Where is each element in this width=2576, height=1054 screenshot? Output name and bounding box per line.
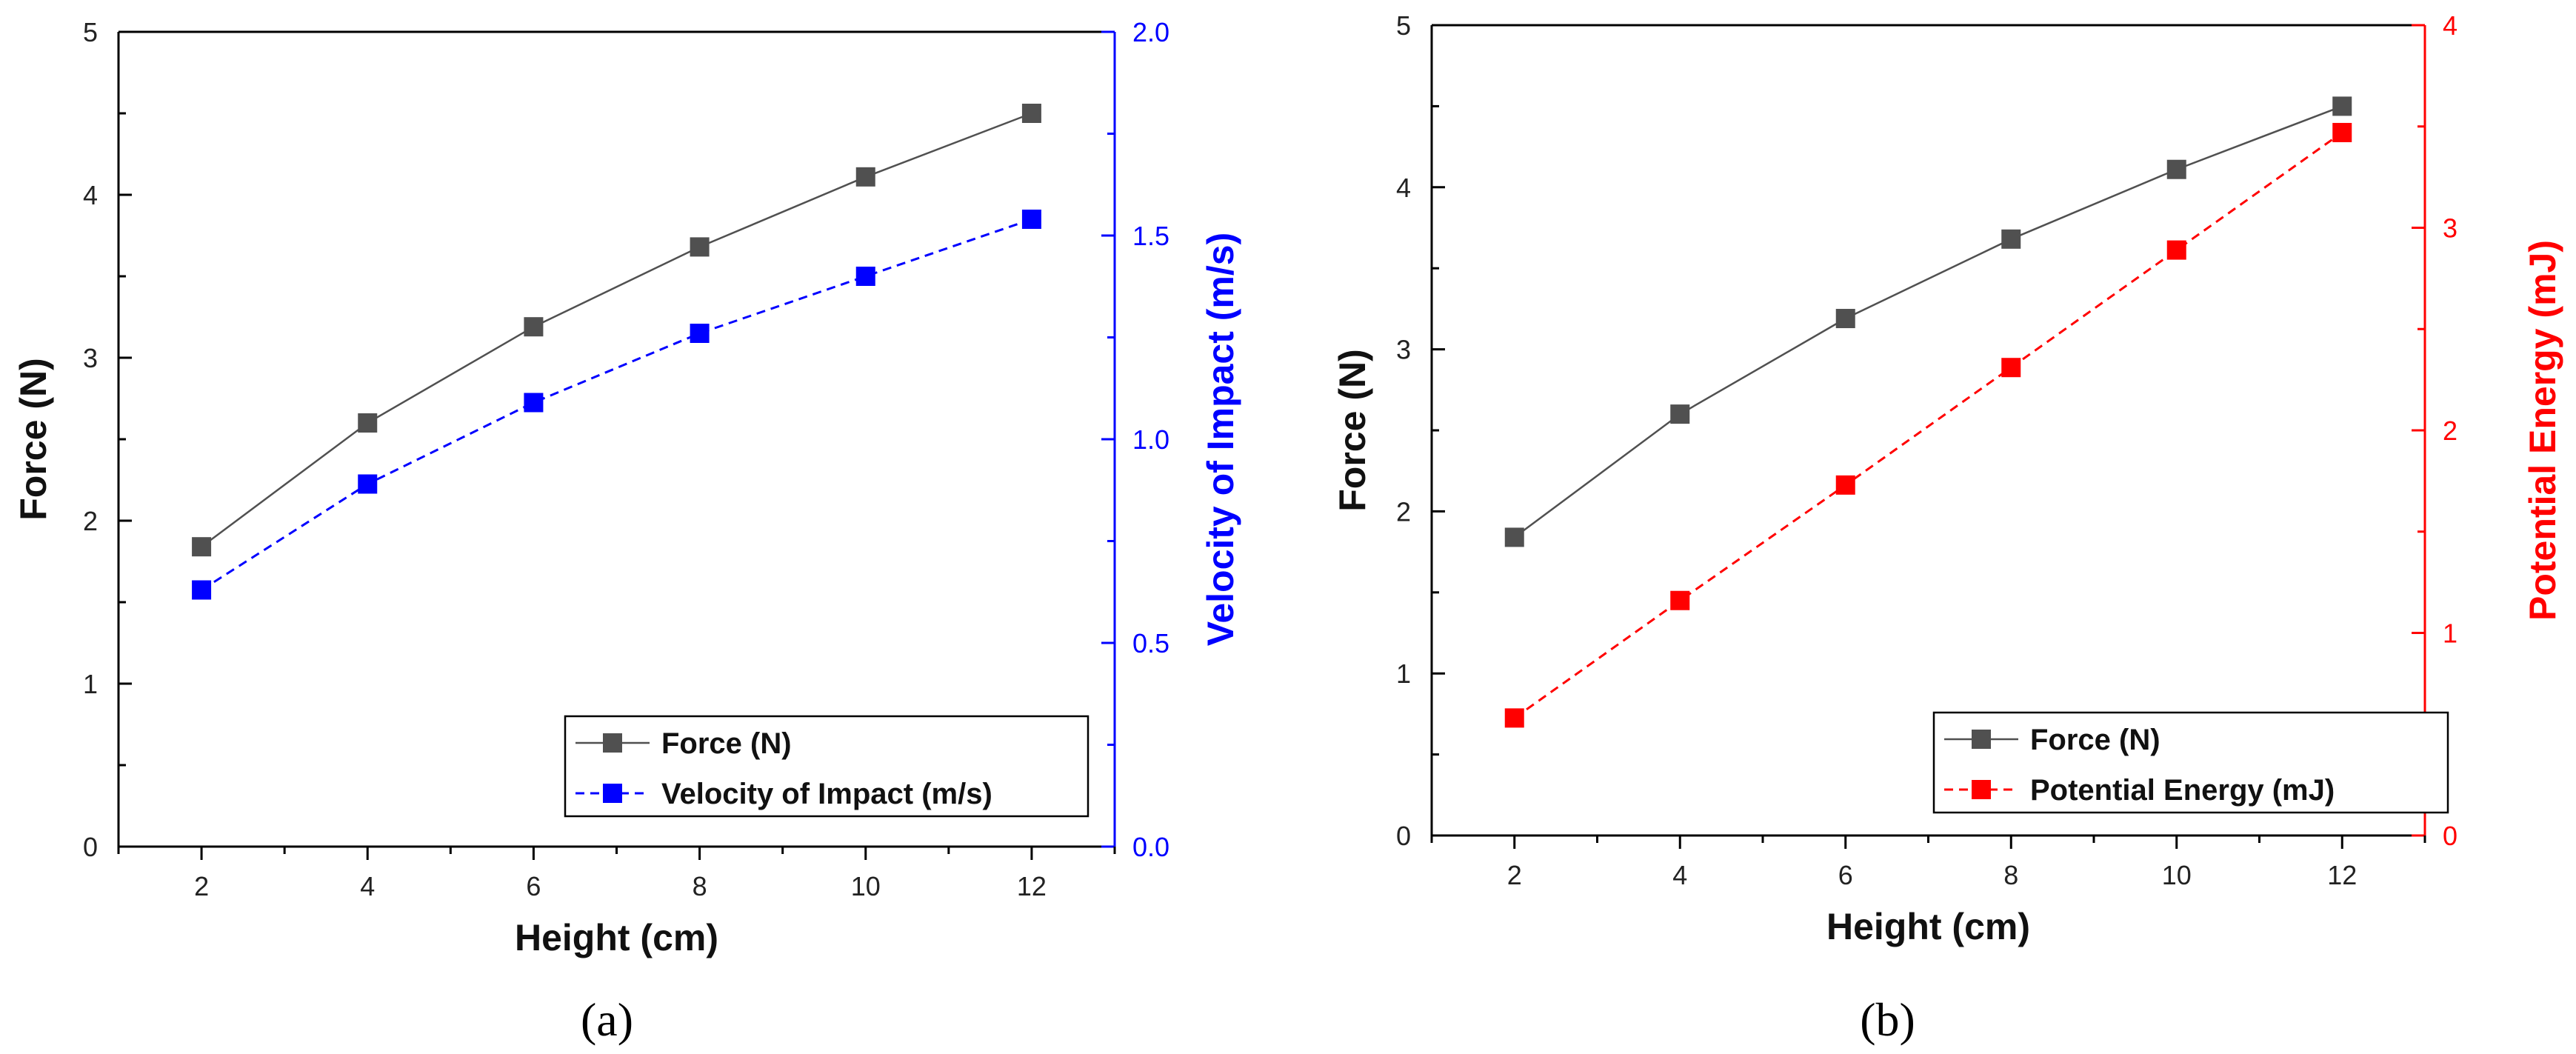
data-point-marker: [524, 317, 544, 337]
data-point-marker: [2332, 122, 2352, 142]
x-tick-label: 4: [360, 871, 375, 901]
panel-label: (b): [1860, 993, 1915, 1046]
x-tick-label: 10: [2162, 860, 2192, 890]
y-tick-label: 3: [83, 343, 98, 373]
data-point-marker: [1670, 590, 1690, 610]
data-point-marker: [855, 167, 875, 187]
y2-tick-label: 2.0: [1132, 17, 1169, 47]
legend-marker: [603, 784, 622, 803]
data-point-marker: [1021, 104, 1041, 123]
data-point-marker: [2166, 240, 2186, 260]
x-tick-label: 6: [1838, 860, 1853, 890]
y-tick-label: 3: [1396, 335, 1411, 365]
data-point-marker: [1835, 475, 1855, 495]
y2-tick-label: 1: [2443, 618, 2457, 649]
legend-label: Velocity of Impact (m/s): [661, 778, 992, 810]
y2-axis-title: Potential Energy (mJ): [2522, 240, 2563, 621]
data-point-marker: [2166, 159, 2186, 179]
data-point-marker: [2332, 96, 2352, 116]
data-point-marker: [855, 267, 875, 286]
legend-label: Force (N): [2030, 724, 2160, 756]
y2-tick-label: 0.5: [1132, 628, 1169, 658]
data-point-marker: [2001, 358, 2021, 378]
legend-marker: [603, 733, 622, 753]
series-line-2: [1513, 131, 2343, 719]
y-tick-label: 0: [1396, 821, 1411, 851]
y2-tick-label: 2: [2443, 416, 2457, 446]
data-point-marker: [2001, 229, 2021, 249]
y-tick-label: 5: [83, 17, 98, 47]
series-line-1: [1514, 105, 2343, 538]
y2-tick-label: 4: [2443, 10, 2457, 41]
data-point-marker: [192, 537, 212, 557]
data-point-marker: [690, 324, 710, 343]
y-tick-label: 5: [1396, 10, 1411, 41]
y-tick-label: 4: [1396, 173, 1411, 203]
x-axis-title: Height (cm): [515, 917, 718, 958]
y-tick-label: 2: [1396, 496, 1411, 527]
y-tick-label: 1: [1396, 658, 1411, 689]
data-point-marker: [192, 580, 212, 600]
legend-marker: [1972, 730, 1991, 749]
series-line-2: [201, 218, 1032, 591]
legend-box: [1932, 711, 2449, 814]
y-tick-label: 2: [83, 506, 98, 536]
y-tick-label: 1: [83, 669, 98, 699]
data-point-marker: [690, 237, 710, 257]
legend-box: [564, 715, 1090, 818]
legend-label: Force (N): [661, 727, 792, 760]
y-axis-title: Force (N): [13, 358, 54, 520]
x-tick-label: 8: [693, 871, 707, 901]
x-tick-label: 8: [2003, 860, 2018, 890]
y-tick-label: 0: [83, 832, 98, 862]
x-tick-label: 12: [2327, 860, 2357, 890]
y2-tick-label: 1.0: [1132, 424, 1169, 455]
x-tick-label: 2: [1507, 860, 1522, 890]
x-tick-label: 6: [526, 871, 541, 901]
y-axis-title: Force (N): [1332, 349, 1373, 511]
data-point-marker: [358, 474, 378, 494]
x-tick-label: 4: [1672, 860, 1687, 890]
data-point-marker: [1835, 309, 1855, 329]
x-tick-label: 10: [851, 871, 881, 901]
y2-tick-label: 0.0: [1132, 832, 1169, 862]
data-point-marker: [1021, 210, 1041, 229]
x-tick-label: 12: [1017, 871, 1047, 901]
legend-marker: [1972, 780, 1991, 799]
data-point-marker: [1504, 708, 1524, 728]
data-point-marker: [524, 393, 544, 413]
data-point-marker: [358, 413, 378, 433]
data-point-marker: [1504, 527, 1524, 547]
legend-label: Potential Energy (mJ): [2030, 774, 2335, 807]
y2-tick-label: 0: [2443, 821, 2457, 851]
y2-axis-title: Velocity of Impact (m/s): [1200, 233, 1241, 646]
panel-label: (a): [581, 993, 633, 1046]
x-tick-label: 2: [194, 871, 209, 901]
data-point-marker: [1670, 404, 1690, 424]
y2-tick-label: 3: [2443, 213, 2457, 244]
y2-tick-label: 1.5: [1132, 221, 1169, 251]
x-axis-title: Height (cm): [1826, 906, 2030, 947]
y-tick-label: 4: [83, 180, 98, 210]
series-line-1: [201, 112, 1032, 548]
